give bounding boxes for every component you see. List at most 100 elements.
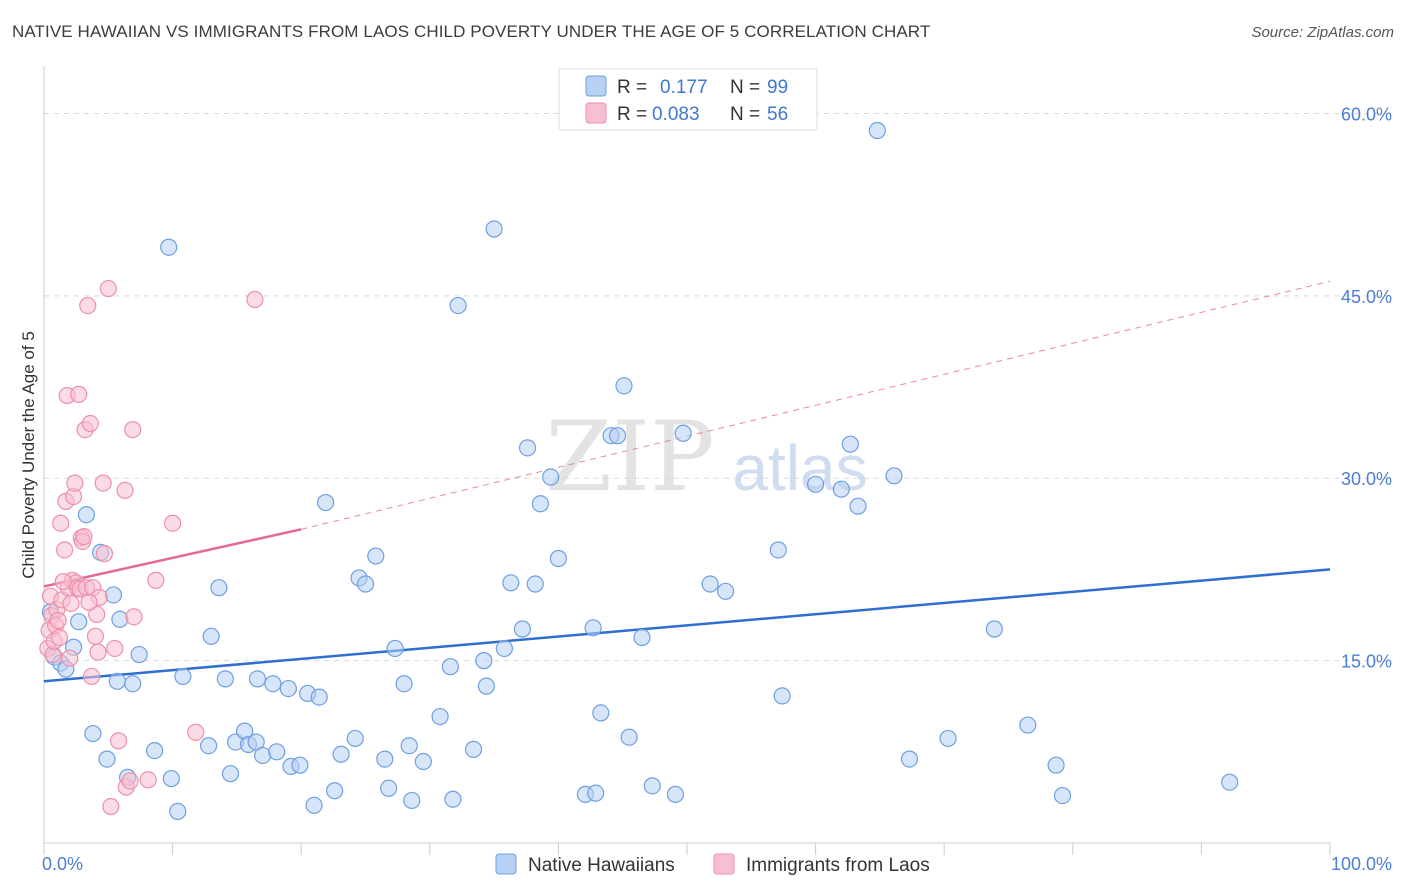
point-laos bbox=[52, 514, 70, 532]
point-laos bbox=[99, 279, 117, 298]
point-native-hawaiian bbox=[716, 582, 735, 600]
point-native-hawaiian bbox=[885, 467, 903, 485]
point-native-hawaiian bbox=[502, 574, 520, 592]
point-native-hawaiian bbox=[310, 688, 328, 706]
point-native-hawaiian bbox=[477, 677, 495, 695]
point-native-hawaiian bbox=[317, 493, 335, 512]
point-native-hawaiian bbox=[542, 468, 560, 486]
point-native-hawaiian bbox=[841, 435, 859, 453]
data-points bbox=[39, 121, 1239, 820]
point-native-hawaiian bbox=[356, 575, 375, 593]
point-native-hawaiian bbox=[124, 675, 142, 693]
point-laos bbox=[79, 296, 97, 315]
point-native-hawaiian bbox=[77, 506, 96, 524]
point-laos bbox=[49, 611, 67, 630]
point-native-hawaiian bbox=[221, 765, 240, 783]
trend-line-native-hawaiians bbox=[43, 568, 1331, 683]
point-native-hawaiian bbox=[431, 707, 449, 726]
point-native-hawaiian bbox=[587, 784, 605, 802]
point-laos bbox=[75, 527, 93, 546]
point-native-hawaiian bbox=[674, 424, 692, 442]
point-native-hawaiian bbox=[248, 670, 267, 688]
point-native-hawaiian bbox=[305, 796, 323, 814]
point-native-hawaiian bbox=[441, 658, 459, 676]
point-native-hawaiian bbox=[202, 627, 220, 645]
x-tick-label-min: 0.0% bbox=[42, 854, 83, 874]
point-native-hawaiian bbox=[395, 675, 413, 693]
point-native-hawaiian bbox=[449, 296, 467, 315]
point-native-hawaiian bbox=[1053, 786, 1072, 805]
point-native-hawaiian bbox=[108, 672, 126, 690]
point-native-hawaiian bbox=[111, 610, 129, 628]
point-native-hawaiian bbox=[868, 121, 886, 140]
point-native-hawaiian bbox=[145, 741, 164, 760]
legend-r-label: R = bbox=[617, 77, 647, 98]
point-native-hawaiian bbox=[254, 746, 272, 765]
point-native-hawaiian bbox=[70, 613, 88, 631]
point-native-hawaiian bbox=[900, 750, 919, 768]
point-native-hawaiian bbox=[414, 752, 432, 771]
y-tick-label: 15.0% bbox=[1341, 652, 1392, 672]
point-laos bbox=[66, 474, 84, 492]
point-native-hawaiian bbox=[701, 575, 719, 593]
point-laos bbox=[125, 608, 143, 626]
point-native-hawaiian bbox=[160, 238, 178, 256]
y-tick-label: 45.0% bbox=[1341, 287, 1392, 307]
point-native-hawaiian bbox=[464, 740, 483, 758]
point-laos bbox=[95, 545, 114, 563]
point-native-hawaiian bbox=[615, 377, 633, 395]
point-native-hawaiian bbox=[531, 495, 549, 513]
point-laos bbox=[124, 421, 142, 439]
trend-lines bbox=[43, 280, 1331, 683]
point-laos bbox=[82, 667, 101, 686]
point-native-hawaiian bbox=[98, 750, 116, 768]
legend-n-label: N = bbox=[730, 104, 760, 125]
tick-labels: 15.0% 30.0% 45.0% 60.0% 0.0% 100.0% bbox=[42, 104, 1392, 874]
legend-r-value-pink: 0.083 bbox=[652, 104, 700, 125]
y-tick-label: 60.0% bbox=[1341, 104, 1392, 124]
legend-n-value-pink: 56 bbox=[767, 104, 788, 125]
point-native-hawaiian bbox=[773, 687, 791, 705]
point-native-hawaiian bbox=[210, 579, 228, 597]
point-native-hawaiian bbox=[84, 724, 102, 743]
point-laos bbox=[147, 571, 165, 589]
point-native-hawaiian bbox=[162, 769, 180, 788]
point-native-hawaiian bbox=[104, 586, 123, 604]
point-native-hawaiian bbox=[268, 743, 286, 761]
point-native-hawaiian bbox=[200, 737, 218, 755]
point-native-hawaiian bbox=[666, 785, 685, 803]
point-native-hawaiian bbox=[643, 777, 661, 795]
point-native-hawaiian bbox=[549, 549, 568, 568]
point-native-hawaiian bbox=[444, 790, 462, 808]
point-laos bbox=[94, 474, 112, 492]
point-laos bbox=[86, 627, 105, 645]
point-native-hawaiian bbox=[367, 547, 385, 565]
trend-line-laos bbox=[43, 528, 302, 588]
point-native-hawaiian bbox=[376, 750, 394, 768]
trend-line-laos-extension bbox=[301, 280, 1331, 530]
point-native-hawaiian bbox=[216, 670, 234, 688]
point-native-hawaiian bbox=[1047, 756, 1065, 774]
legend-n-value-blue: 99 bbox=[767, 77, 788, 98]
point-laos bbox=[70, 385, 88, 403]
legend-r-label: R = bbox=[617, 104, 647, 125]
point-native-hawaiian bbox=[495, 639, 513, 658]
point-laos bbox=[102, 797, 120, 816]
series-legend: Native Hawaiians Immigrants from Laos bbox=[495, 853, 930, 876]
point-laos bbox=[55, 541, 74, 559]
point-native-hawaiian bbox=[518, 439, 537, 457]
point-native-hawaiian bbox=[380, 779, 398, 797]
point-native-hawaiian bbox=[620, 728, 638, 746]
point-laos bbox=[80, 593, 98, 611]
point-laos bbox=[50, 628, 69, 647]
y-tick-label: 30.0% bbox=[1341, 469, 1392, 489]
x-tick-label-max: 100.0% bbox=[1331, 854, 1392, 874]
correlation-legend: R = 0.177 N = 99 R = 0.083 N = 56 bbox=[558, 68, 818, 131]
point-native-hawaiian bbox=[1019, 716, 1037, 734]
point-native-hawaiian bbox=[400, 737, 418, 755]
point-native-hawaiian bbox=[513, 620, 531, 638]
point-laos bbox=[88, 605, 106, 624]
point-native-hawaiian bbox=[174, 667, 192, 686]
point-native-hawaiian bbox=[279, 679, 297, 698]
point-laos bbox=[121, 772, 139, 790]
